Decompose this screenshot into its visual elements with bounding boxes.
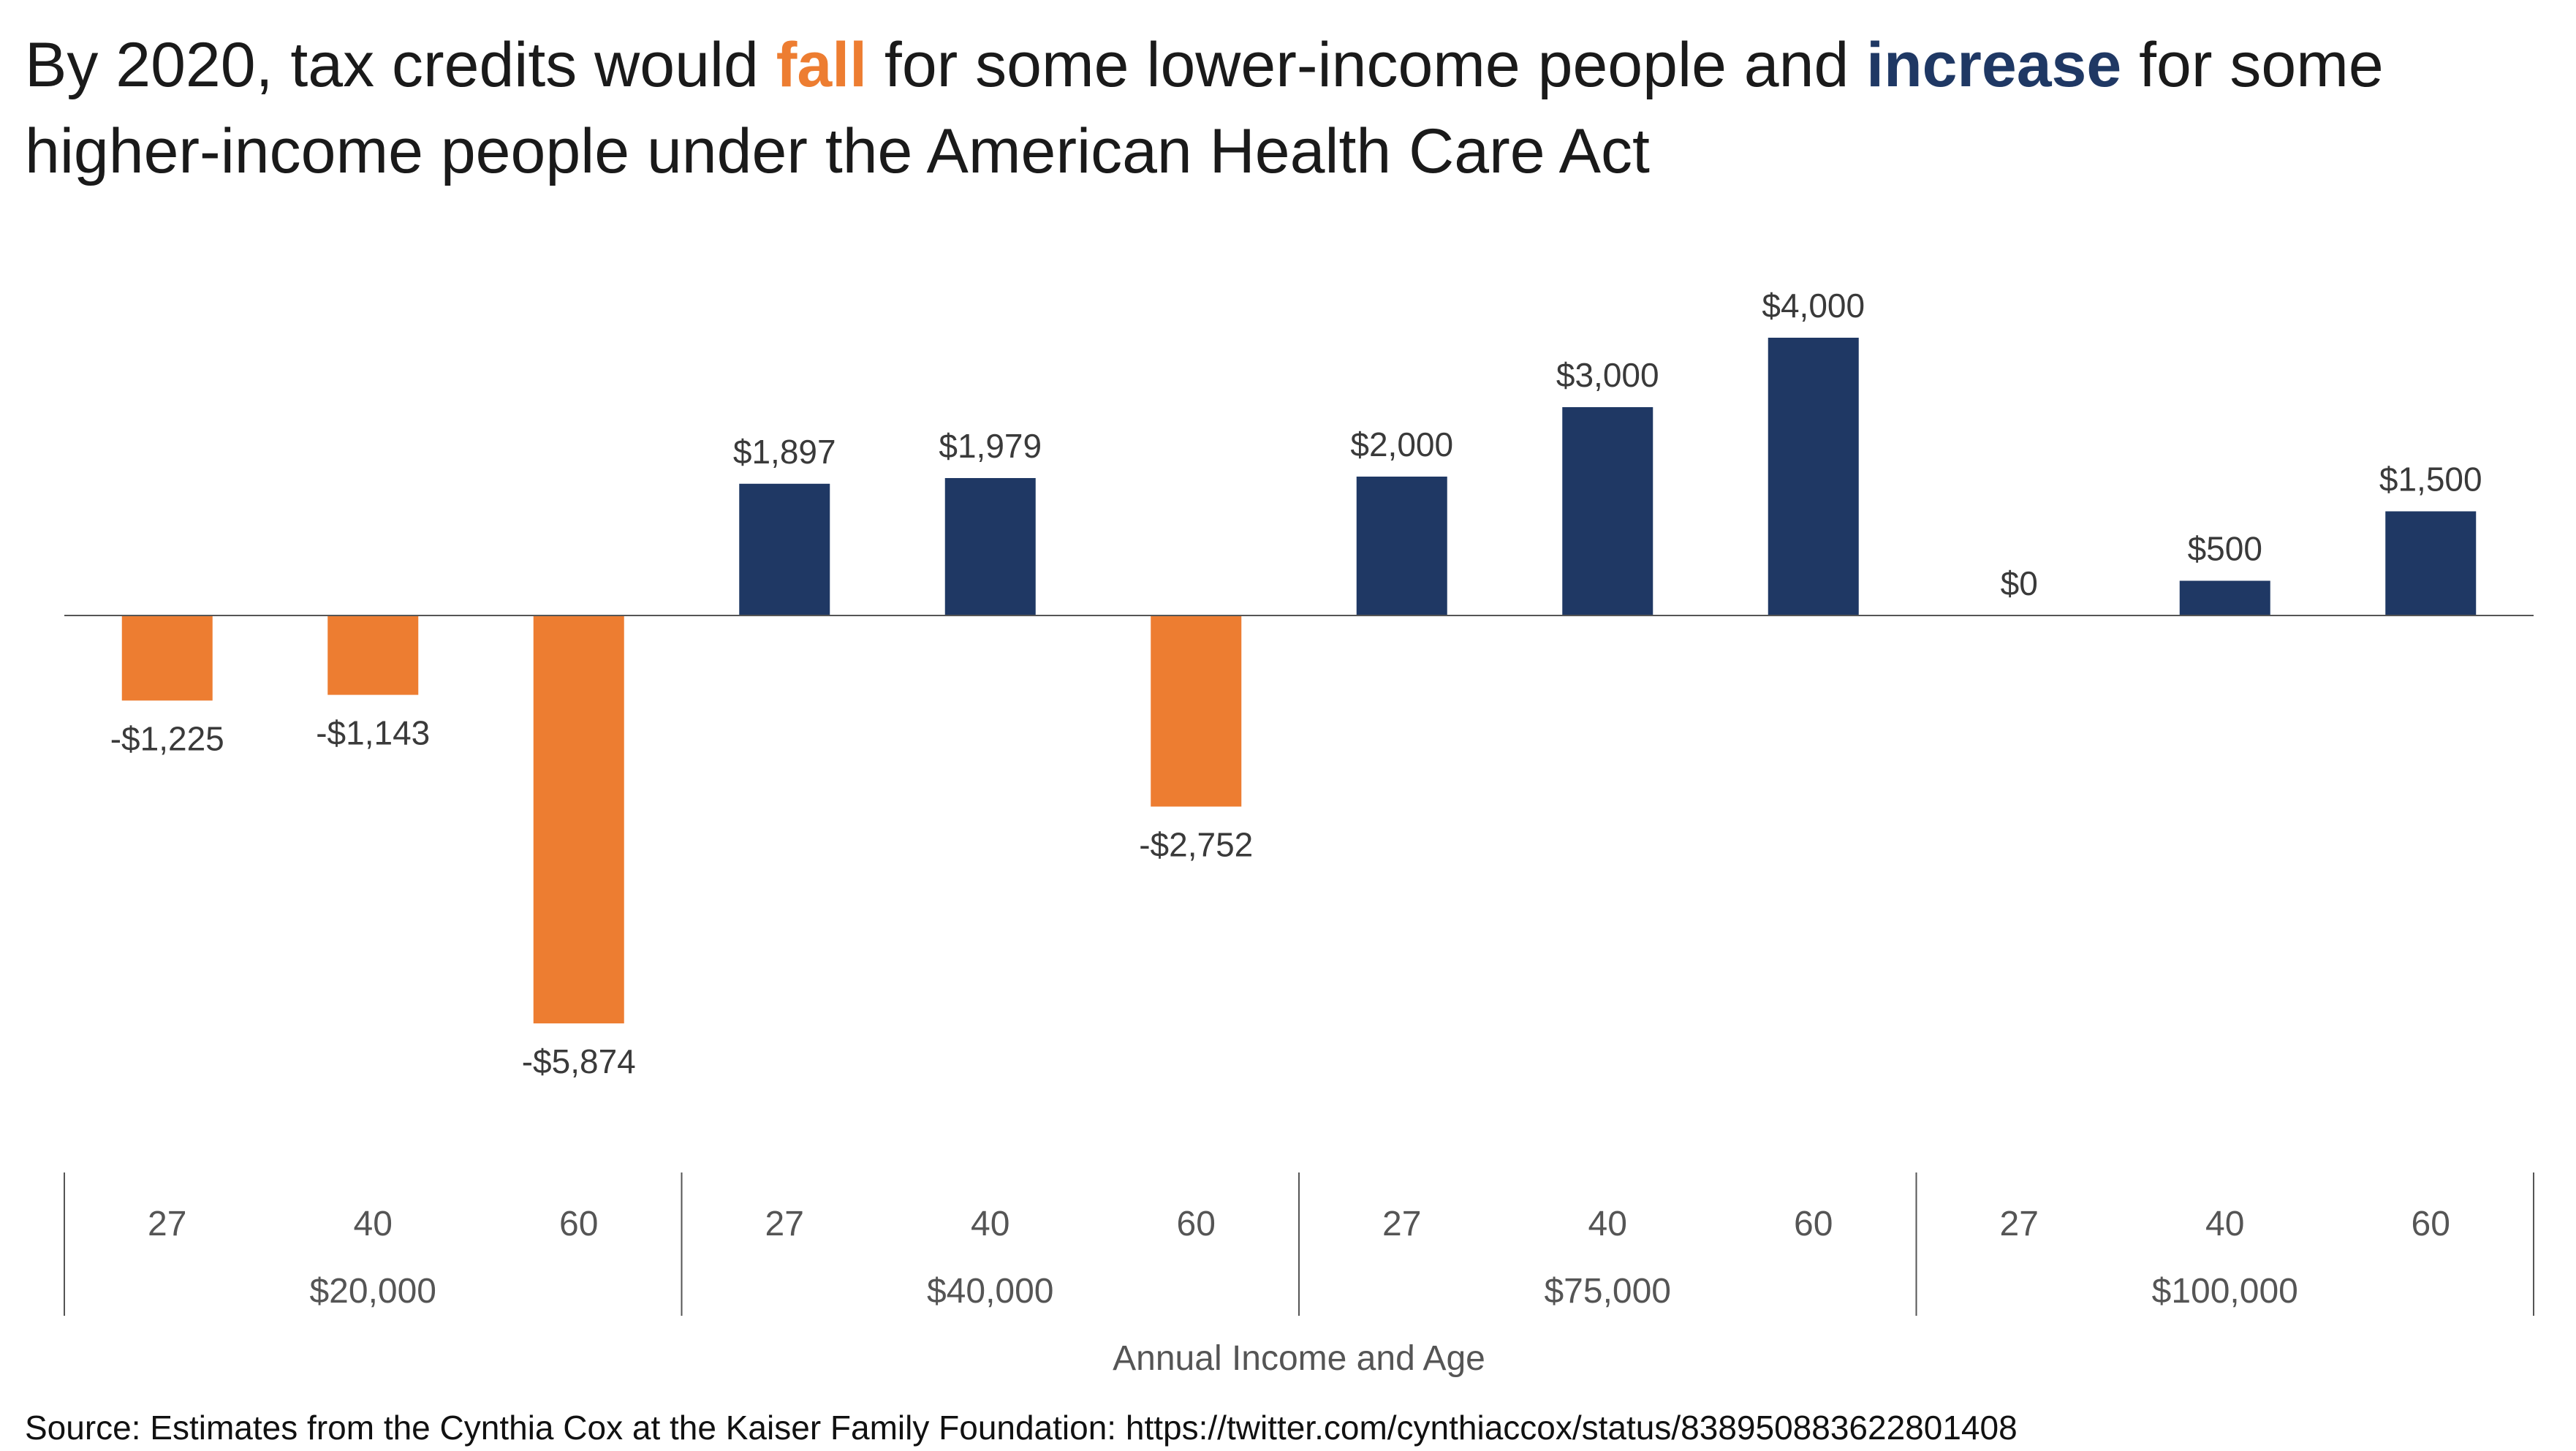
income-group-label-2: $75,000 [1544, 1272, 1671, 1311]
title-part-2: for some lower-income people and [867, 30, 1867, 100]
value-label-6: $2,000 [1350, 425, 1453, 463]
income-group-label-1: $40,000 [927, 1272, 1054, 1311]
title-part-1: By 2020, tax credits would [25, 30, 776, 100]
x-tick-label-11: 60 [2412, 1205, 2450, 1243]
bar-6 [1356, 477, 1447, 615]
title-fall-word: fall [776, 30, 868, 100]
bar-10 [2179, 580, 2270, 615]
value-label-7: $3,000 [1556, 356, 1659, 394]
chart-title: By 2020, tax credits would fall for some… [25, 22, 2554, 194]
value-label-0: -$1,225 [110, 719, 224, 757]
bar-2 [533, 615, 624, 1024]
value-label-9: $0 [2001, 564, 2038, 602]
bars-layer [121, 338, 2477, 1024]
title-part-3: for some higher-income people under the … [25, 30, 2384, 186]
x-tick-label-3: 27 [765, 1205, 804, 1243]
bar-7 [1562, 407, 1653, 615]
bar-3 [739, 483, 830, 615]
title-increase-word: increase [1866, 30, 2122, 100]
income-group-label-3: $100,000 [2152, 1272, 2298, 1311]
x-tick-label-1: 40 [354, 1205, 393, 1243]
x-tick-label-6: 27 [1382, 1205, 1421, 1243]
x-tick-label-2: 60 [559, 1205, 598, 1243]
source-note: Source: Estimates from the Cynthia Cox a… [25, 1409, 2018, 1447]
value-label-10: $500 [2188, 530, 2262, 568]
x-axis: 27 40 60 27 40 60 27 40 60 27 40 60 $20,000 $40,000 $7… [64, 1172, 2534, 1316]
x-tick-label-0: 27 [148, 1205, 186, 1243]
value-label-2: -$5,874 [522, 1042, 636, 1080]
bar-4 [944, 477, 1036, 615]
bar-8 [1768, 338, 1859, 615]
value-label-5: -$2,752 [1139, 825, 1253, 863]
x-axis-title: Annual Income and Age [1113, 1339, 1485, 1378]
value-label-3: $1,897 [733, 433, 836, 471]
value-labels-layer: -$1,225 -$1,143 -$5,874 $1,897 $1,979 -$2,752… [110, 287, 2482, 1080]
bar-5 [1151, 615, 1242, 807]
value-label-8: $4,000 [1762, 287, 1865, 325]
x-tick-label-8: 60 [1794, 1205, 1833, 1243]
x-tick-label-10: 40 [2205, 1205, 2244, 1243]
x-tick-label-9: 27 [2000, 1205, 2039, 1243]
x-tick-label-7: 40 [1588, 1205, 1627, 1243]
bar-1 [327, 615, 419, 695]
bar-0 [121, 615, 213, 701]
x-tick-label-5: 60 [1177, 1205, 1216, 1243]
x-tick-label-4: 40 [971, 1205, 1009, 1243]
income-group-label-0: $20,000 [309, 1272, 436, 1311]
bar-11 [2385, 511, 2477, 615]
value-label-11: $1,500 [2379, 461, 2482, 499]
value-label-4: $1,979 [939, 427, 1042, 465]
value-label-1: -$1,143 [316, 714, 430, 752]
